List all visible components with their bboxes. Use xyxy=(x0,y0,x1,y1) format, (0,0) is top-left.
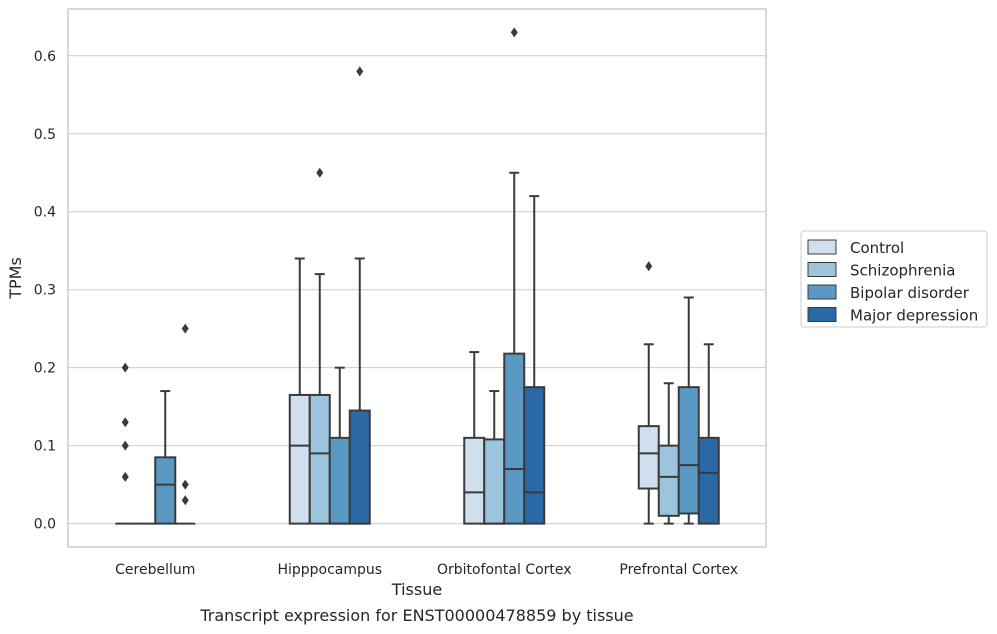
box-2-0 xyxy=(463,351,486,525)
y-tick-label: 0.6 xyxy=(34,49,56,65)
box-1-2 xyxy=(328,366,351,525)
box xyxy=(288,393,311,525)
legend-swatch xyxy=(807,262,837,277)
box-3-3 xyxy=(697,343,720,525)
legend-swatch xyxy=(807,284,837,300)
outlier-point xyxy=(316,167,324,178)
box-1-3 xyxy=(348,66,371,525)
legend-swatch xyxy=(807,239,837,255)
box xyxy=(308,393,331,525)
box xyxy=(657,444,680,517)
outlier-point xyxy=(510,27,518,38)
legend-label: Bipolar disorder xyxy=(850,284,970,302)
y-axis-label: TPMs xyxy=(6,257,25,300)
box xyxy=(348,409,371,525)
box xyxy=(483,438,506,525)
y-tick-label: 0.2 xyxy=(34,361,56,377)
outlier-point xyxy=(356,66,364,77)
outlier-point xyxy=(121,440,129,451)
outlier-point xyxy=(181,323,189,334)
x-tick-label: Prefrontal Cortex xyxy=(619,562,738,578)
box xyxy=(523,386,546,525)
y-tick-label: 0.4 xyxy=(34,205,56,221)
box-0-0 xyxy=(115,362,136,525)
box xyxy=(697,436,720,525)
chart-caption: Transcript expression for ENST0000047885… xyxy=(200,606,634,625)
y-tick-label: 0.5 xyxy=(34,127,56,143)
legend-label: Schizophrenia xyxy=(850,262,955,280)
legend-frame xyxy=(800,230,988,328)
outlier-point xyxy=(121,417,129,428)
outlier-point xyxy=(121,362,129,373)
box-3-1 xyxy=(657,382,680,525)
x-tick-label: Orbitofontal Cortex xyxy=(437,562,572,578)
box-2-3 xyxy=(523,195,546,525)
legend-swatch xyxy=(807,307,837,322)
y-tick-label: 0.3 xyxy=(34,283,56,299)
legend: Control Schizophrenia Bipolar disorder Majo… xyxy=(800,230,988,328)
x-tick-label: Cerebellum xyxy=(115,562,195,578)
box-0-2 xyxy=(154,390,177,525)
box xyxy=(503,352,526,525)
x-axis-label: Tissue xyxy=(391,580,442,599)
box xyxy=(463,436,486,525)
outlier-point xyxy=(121,471,129,482)
y-tick-label: 0.1 xyxy=(34,439,56,455)
box xyxy=(154,456,177,525)
legend-label: Control xyxy=(850,239,904,257)
outlier-point xyxy=(645,261,653,272)
x-tick-label: Hipppocampus xyxy=(277,562,382,578)
plot-frame xyxy=(67,8,767,548)
box-0-3 xyxy=(175,323,196,525)
box xyxy=(328,436,351,525)
legend-label: Major depression xyxy=(850,307,978,325)
y-tick-label: 0.0 xyxy=(34,517,56,533)
box-2-2 xyxy=(503,27,526,525)
outlier-point xyxy=(181,495,189,506)
box xyxy=(677,386,700,515)
outlier-point xyxy=(181,479,189,490)
box xyxy=(637,425,660,490)
